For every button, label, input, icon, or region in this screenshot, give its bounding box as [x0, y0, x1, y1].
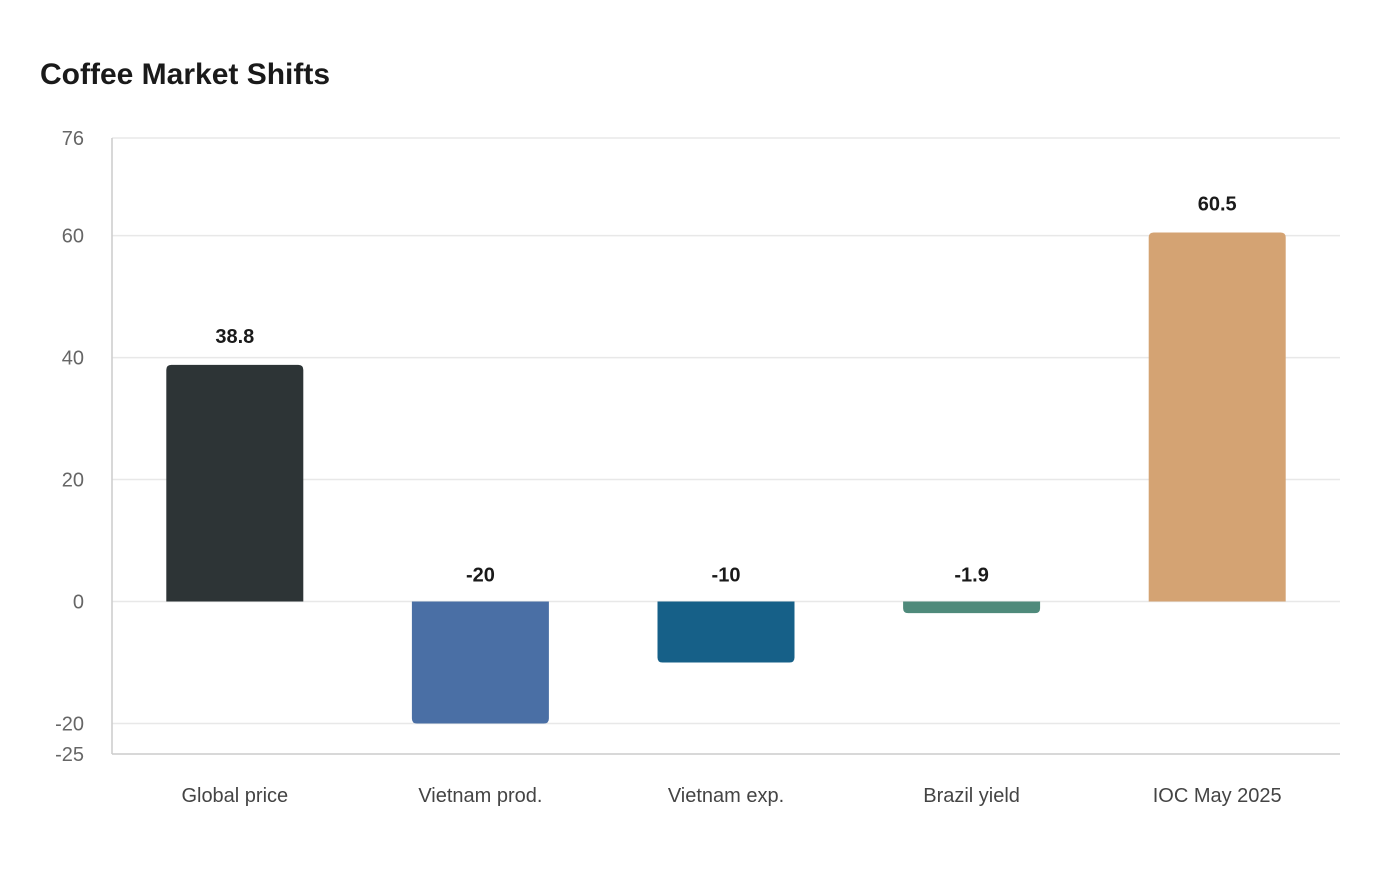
y-tick-label: -20: [55, 714, 84, 736]
value-labels: 38.8 -20 -10 -1.9 60.5: [215, 194, 1236, 587]
category-label: IOC May 2025: [1153, 785, 1282, 807]
category-label: Brazil yield: [923, 785, 1020, 807]
bar-ioc-may-2025: [1148, 232, 1286, 602]
y-tick-label: -25: [55, 744, 84, 766]
y-tick-label: 60: [62, 226, 84, 248]
y-tick-label: 20: [62, 470, 84, 492]
y-tick-label: 76: [62, 128, 84, 150]
category-label: Vietnam exp.: [668, 785, 784, 807]
bar-brazil-yield: [903, 601, 1041, 614]
value-label: -20: [466, 565, 495, 587]
bars: [166, 232, 1286, 724]
value-label: -10: [712, 565, 741, 587]
chart-title: Coffee Market Shifts: [40, 58, 331, 91]
y-tick-label: 0: [73, 592, 84, 614]
y-tick-label: 40: [62, 348, 84, 370]
bar-global-price: [166, 364, 304, 602]
category-labels: Global price Vietnam prod. Vietnam exp. Bra…: [181, 785, 1281, 807]
value-label: -1.9: [954, 565, 988, 587]
value-label: 60.5: [1198, 194, 1237, 216]
y-tick-labels: -25 -20 0 20 40 60 76: [55, 128, 84, 766]
category-label: Global price: [181, 785, 288, 807]
category-label: Vietnam prod.: [418, 785, 542, 807]
bar-vietnam-prod: [411, 601, 549, 724]
value-label: 38.8: [215, 326, 254, 348]
axes: [111, 138, 1340, 755]
bar-vietnam-exp: [657, 601, 795, 663]
